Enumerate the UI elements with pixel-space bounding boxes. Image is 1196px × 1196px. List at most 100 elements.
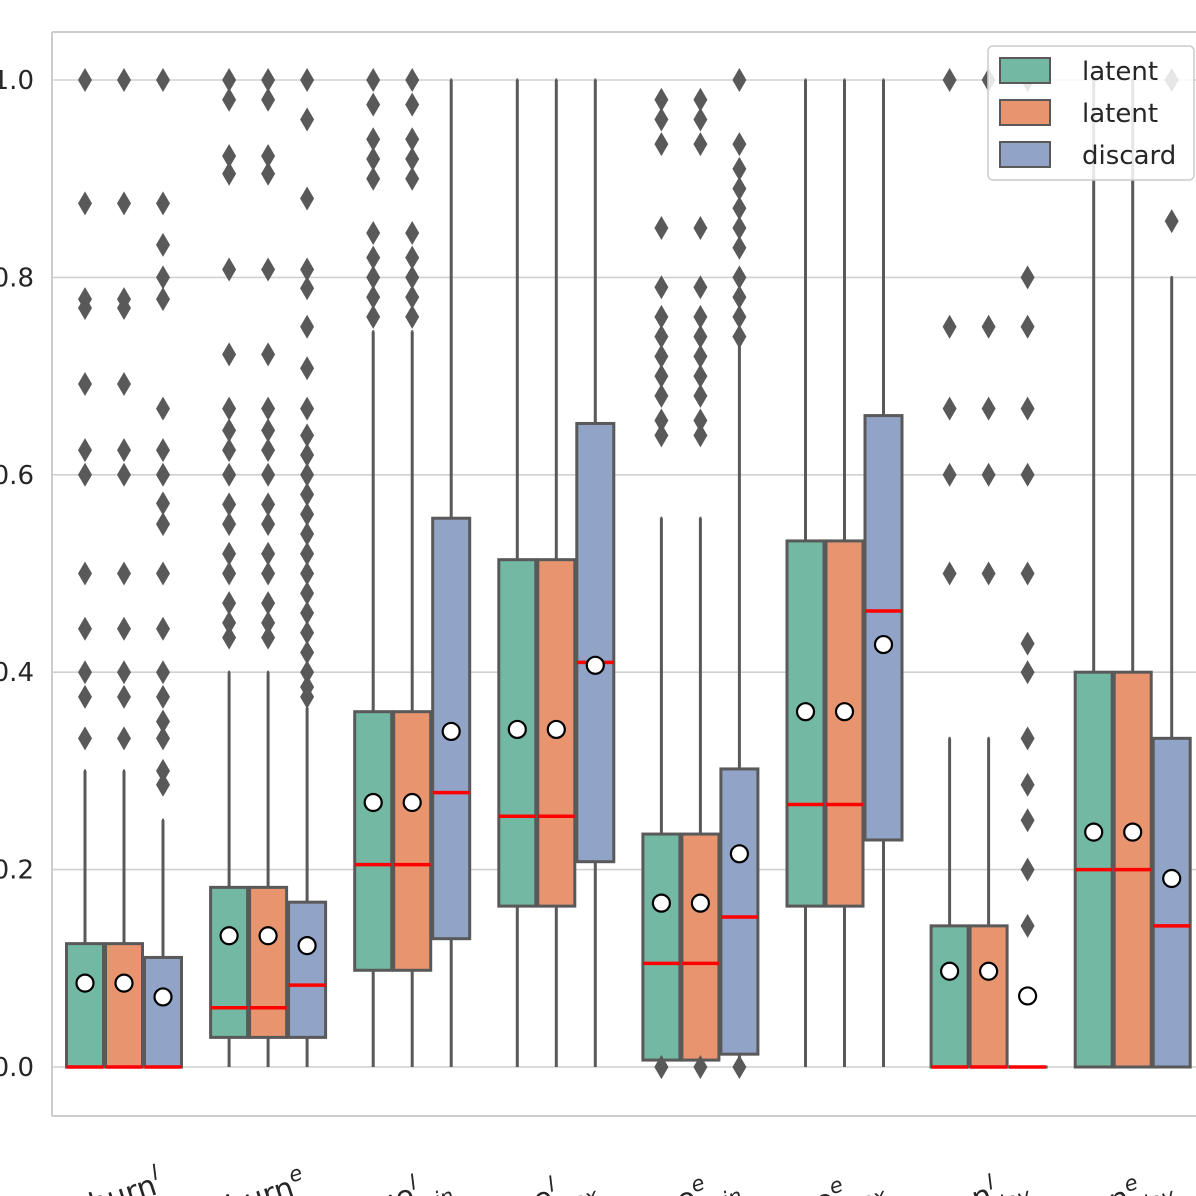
category-base: churn [206, 1170, 298, 1196]
iqr-box [104, 942, 144, 1069]
outlier-marker [693, 423, 708, 448]
box-latent-0-0 [65, 68, 105, 1069]
outlier-marker [981, 462, 996, 487]
iqr-box [719, 767, 760, 1056]
outlier-marker [156, 287, 170, 312]
outlier-marker [156, 232, 170, 257]
outlier-marker [156, 726, 170, 751]
outlier-marker [300, 276, 315, 301]
box-latent-0-1 [104, 68, 144, 1069]
outlier-marker [654, 216, 669, 241]
iqr-box [929, 924, 970, 1069]
outlier-marker [222, 68, 237, 92]
outlier-marker [300, 462, 315, 487]
outlier-marker [117, 561, 131, 586]
outlier-marker [300, 620, 315, 645]
outlier-marker [693, 107, 708, 132]
box-discard-3-2 [575, 78, 616, 1067]
mean-marker [441, 721, 461, 742]
outlier-marker [261, 561, 276, 586]
mean-marker [651, 893, 672, 913]
outlier-marker [405, 304, 420, 329]
iqr-box [824, 539, 865, 908]
outlier-marker [261, 257, 276, 282]
mean-marker [978, 961, 999, 981]
outlier-marker [405, 92, 420, 117]
outlier-marker [222, 625, 237, 650]
outlier-marker [366, 92, 381, 117]
box-discard-1-2 [287, 68, 328, 1067]
outlier-marker [1020, 913, 1035, 938]
outlier-marker [117, 684, 131, 709]
outlier-marker [156, 616, 170, 641]
outlier-marker [693, 132, 708, 157]
outlier-marker [732, 304, 747, 329]
legend-label: discard [1082, 141, 1176, 171]
x-category-label: nedev [1103, 1160, 1178, 1196]
outlier-marker [156, 660, 170, 685]
outlier-marker [693, 324, 708, 349]
outlier-marker [405, 127, 420, 152]
outlier-marker [366, 68, 381, 92]
outlier-marker [156, 191, 170, 216]
iqr-box [968, 924, 1009, 1069]
outlier-marker [366, 166, 381, 191]
category-subscript: dev [1133, 1183, 1178, 1196]
outlier-marker [405, 68, 420, 92]
outlier-marker [300, 660, 315, 685]
outlier-marker [654, 423, 669, 448]
outlier-marker [693, 87, 708, 112]
box-latent-7-0 [1073, 78, 1114, 1069]
outlier-marker [261, 143, 276, 168]
outlier-marker [942, 314, 957, 339]
outlier-marker [156, 396, 170, 421]
outlier-marker [1020, 808, 1035, 833]
outlier-marker [693, 408, 708, 433]
legend-label: latent [1082, 57, 1158, 87]
outlier-marker [942, 68, 957, 92]
outlier-marker [300, 423, 315, 448]
box-discard-7-2 [1151, 68, 1192, 1069]
iqr-box [287, 900, 328, 1039]
outlier-marker [300, 482, 315, 507]
box-discard-0-2 [143, 68, 183, 1069]
y-tick-label: 0.4 [0, 658, 34, 688]
outlier-marker [732, 156, 747, 181]
iqr-box [353, 710, 394, 972]
box-latent-6-0 [929, 68, 970, 1069]
box-discard-2-2 [431, 78, 472, 1067]
iqr-box [248, 885, 289, 1039]
x-category-label: churnl [67, 1161, 167, 1196]
outlier-marker [222, 257, 237, 282]
box-latent-1-1 [248, 68, 289, 1067]
outlier-marker [405, 146, 420, 171]
legend-swatch [999, 99, 1051, 126]
outlier-marker [300, 396, 315, 421]
outlier-marker [732, 324, 747, 349]
box-latent-5-1 [824, 78, 865, 1067]
outlier-marker [366, 304, 381, 329]
iqr-box [143, 955, 183, 1069]
outlier-marker [1020, 561, 1035, 586]
outlier-marker [732, 1055, 747, 1079]
outlier-marker [366, 265, 381, 290]
outlier-marker [405, 220, 420, 245]
outlier-marker [732, 265, 747, 290]
box-latent-1-0 [209, 68, 250, 1067]
box-latent-3-1 [536, 78, 577, 1067]
outlier-marker [654, 107, 669, 132]
mean-marker [873, 634, 894, 655]
outlier-marker [405, 166, 420, 191]
outlier-marker [654, 408, 669, 433]
outlier-marker [366, 127, 381, 152]
outlier-marker [117, 726, 131, 751]
iqr-box [863, 414, 904, 842]
mean-marker [258, 926, 278, 946]
outlier-marker [222, 541, 237, 566]
outlier-marker [300, 356, 315, 381]
outlier-marker [156, 684, 170, 709]
y-tick-label: 0.2 [0, 856, 34, 886]
iqr-box [1151, 736, 1192, 1069]
outlier-marker [981, 396, 996, 421]
y-axis-ticks: 0.0 0.2 0.4 0.6 0.8 1.0 [0, 66, 34, 1083]
